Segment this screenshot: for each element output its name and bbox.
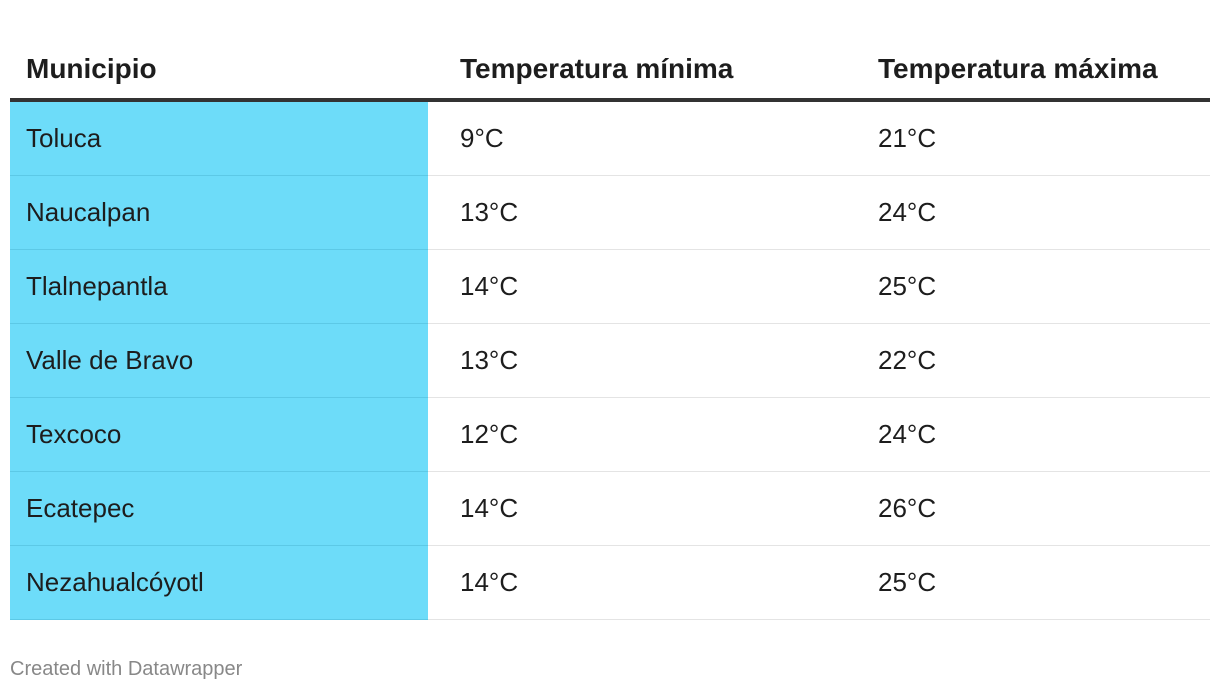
table-row: Toluca 9°C 21°C	[10, 100, 1210, 176]
table-cell: 13°C	[428, 323, 862, 398]
table-wrap: Municipio Temperatura mínima Temperatura m…	[10, 40, 1210, 620]
table-cell: 25°C	[862, 545, 1210, 620]
table-cell: 24°C	[862, 175, 1210, 250]
table-cell: 25°C	[862, 249, 1210, 324]
table-cell: 24°C	[862, 397, 1210, 472]
column-header: Temperatura máxima	[862, 40, 1210, 102]
table-cell: 21°C	[862, 100, 1210, 176]
table-cell: 14°C	[428, 249, 862, 324]
table-cell: Nezahualcóyotl	[10, 545, 428, 620]
table: Municipio Temperatura mínima Temperatura m…	[10, 40, 1210, 620]
table-row: Nezahualcóyotl 14°C 25°C	[10, 545, 1210, 620]
column-header: Temperatura mínima	[428, 40, 862, 102]
table-row: Valle de Bravo 13°C 22°C	[10, 323, 1210, 398]
table-cell: 22°C	[862, 323, 1210, 398]
table-cell: 12°C	[428, 397, 862, 472]
table-row: Naucalpan 13°C 24°C	[10, 175, 1210, 250]
table-row: Ecatepec 14°C 26°C	[10, 471, 1210, 546]
column-header: Municipio	[10, 40, 428, 102]
table-cell: Toluca	[10, 100, 428, 176]
table-cell: 13°C	[428, 175, 862, 250]
table-cell: Naucalpan	[10, 175, 428, 250]
table-cell: Valle de Bravo	[10, 323, 428, 398]
table-cell: 26°C	[862, 471, 1210, 546]
table-cell: Texcoco	[10, 397, 428, 472]
footer: Created with Datawrapper	[10, 658, 243, 680]
table-cell: Ecatepec	[10, 471, 428, 546]
table-cell: Tlalnepantla	[10, 249, 428, 324]
table-cell: 14°C	[428, 471, 862, 546]
table-cell: 14°C	[428, 545, 862, 620]
table-row: Texcoco 12°C 24°C	[10, 397, 1210, 472]
table-cell: 9°C	[428, 100, 862, 176]
table-row: Tlalnepantla 14°C 25°C	[10, 249, 1210, 324]
